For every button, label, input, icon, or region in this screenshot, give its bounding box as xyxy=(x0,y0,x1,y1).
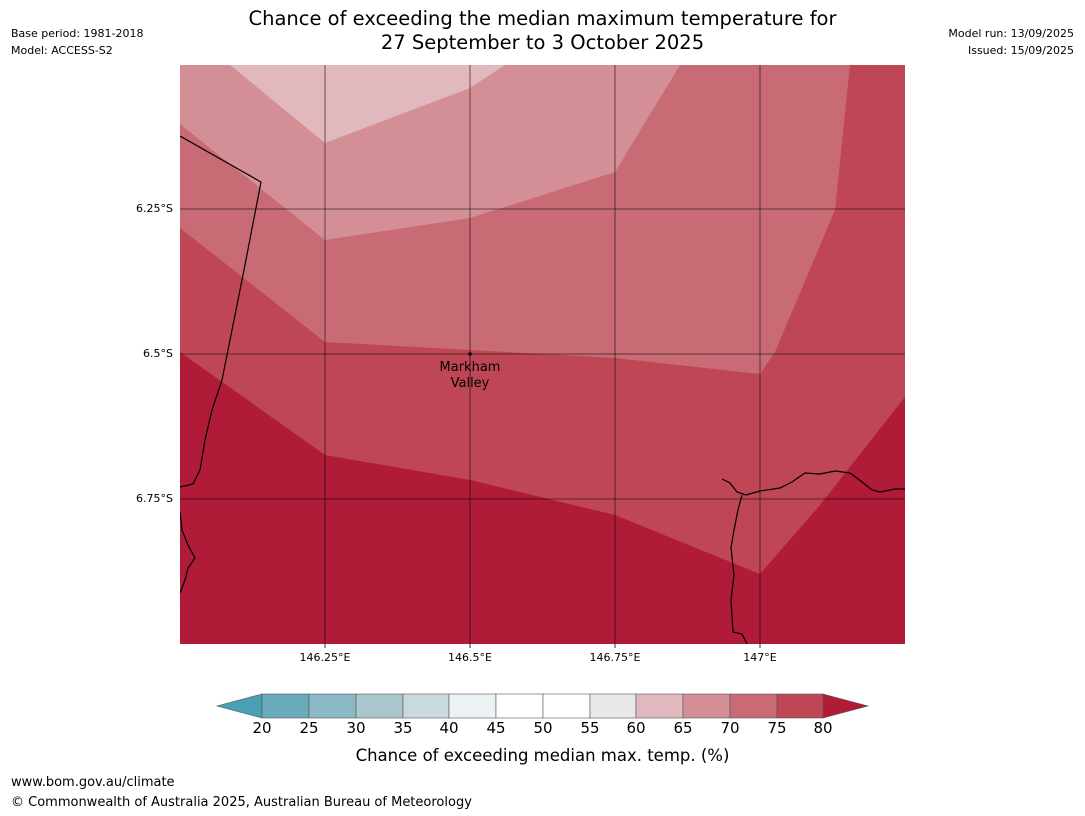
colorbar-tick-25: 25 xyxy=(299,719,319,737)
markham-valley-marker xyxy=(468,352,472,356)
place-name-line-2: Valley xyxy=(450,376,490,391)
colorbar-30-35 xyxy=(355,693,404,719)
header-meta-right: Model run: 13/09/2025 Issued: 15/09/2025 xyxy=(948,25,1074,59)
colorbar-45-50 xyxy=(495,693,544,719)
header-meta-left: Base period: 1981-2018 Model: ACCESS-S2 xyxy=(11,25,143,59)
issued-text: Issued: 15/09/2025 xyxy=(967,44,1074,57)
colorbar-tick-75: 75 xyxy=(767,719,787,737)
colorbar-label: Chance of exceeding median max. temp. (%… xyxy=(355,746,730,765)
lon-label-146-5: 146.5°E xyxy=(448,651,492,664)
colorbar-40-45 xyxy=(448,693,497,719)
colorbar-tick-45: 45 xyxy=(486,719,506,737)
colorbar-tick-80: 80 xyxy=(813,719,833,737)
colorbar-tick-35: 35 xyxy=(393,719,413,737)
place-label-markham-valley: Markham Valley xyxy=(440,360,501,392)
colorbar-25-30 xyxy=(308,693,357,719)
lat-label-6-5: 6.5°S xyxy=(143,347,173,360)
base-period-text: Base period: 1981-2018 xyxy=(11,27,144,40)
colorbar-65-70 xyxy=(682,693,731,719)
colorbar-above-80 xyxy=(822,693,870,719)
place-name-line-1: Markham xyxy=(439,360,501,375)
axis-ticks xyxy=(324,644,761,648)
footer-url: www.bom.gov.au/climate xyxy=(11,775,175,790)
probability-field xyxy=(180,65,905,644)
colorbar-20-25 xyxy=(261,693,310,719)
colorbar-tick-30: 30 xyxy=(346,719,366,737)
colorbar-35-40 xyxy=(402,693,450,719)
band-60-65 xyxy=(230,65,505,143)
colorbar-tick-20: 20 xyxy=(252,719,272,737)
colorbar-tick-55: 55 xyxy=(580,719,600,737)
footer-copyright: © Commonwealth of Australia 2025, Austra… xyxy=(11,795,472,810)
coastline-border xyxy=(180,135,905,644)
lat-label-6-25: 6.25°S xyxy=(136,202,173,215)
colorbar-tick-65: 65 xyxy=(673,719,693,737)
colorbar xyxy=(215,693,870,719)
title-line-2: 27 September to 3 October 2025 xyxy=(380,31,705,54)
colorbar-tick-70: 70 xyxy=(720,719,740,737)
lon-label-146-25: 146.25°E xyxy=(299,651,351,664)
colorbar-55-60 xyxy=(589,693,637,719)
colorbar-tick-50: 50 xyxy=(533,719,553,737)
colorbar-tick-40: 40 xyxy=(439,719,459,737)
lon-label-147: 147°E xyxy=(743,651,777,664)
colorbar-60-65 xyxy=(635,693,684,719)
colorbar-tick-60: 60 xyxy=(626,719,646,737)
map-title: Chance of exceeding the median maximum t… xyxy=(0,7,1085,55)
lat-label-6-75: 6.75°S xyxy=(136,492,173,505)
model-run-text: Model run: 13/09/2025 xyxy=(948,27,1074,40)
colorbar-75-80 xyxy=(776,693,824,719)
colorbar-70-75 xyxy=(729,693,778,719)
title-line-1: Chance of exceeding the median maximum t… xyxy=(248,7,837,30)
lon-label-146-75: 146.75°E xyxy=(589,651,641,664)
colorbar-below-20 xyxy=(215,693,263,719)
model-text: Model: ACCESS-S2 xyxy=(11,44,113,57)
colorbar-50-55 xyxy=(542,693,591,719)
